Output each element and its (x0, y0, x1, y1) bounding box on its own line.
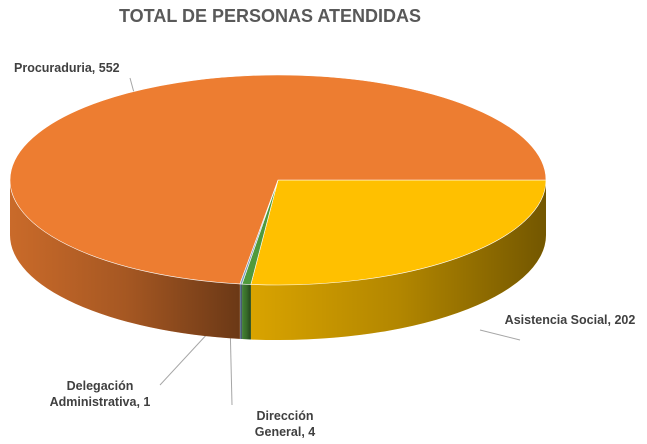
data-label: Dirección General, 4 (235, 408, 335, 440)
chart-title: TOTAL DE PERSONAS ATENDIDAS (118, 6, 422, 26)
label-category: Asistencia Social, (504, 313, 611, 327)
data-label: Delegación Administrativa, 1 (40, 378, 160, 410)
label-value: 552 (98, 61, 120, 75)
slice-side-shade (239, 283, 243, 340)
leader-line (479, 329, 521, 341)
label-category: Dirección General, (254, 409, 314, 439)
slice-side-shade (242, 284, 251, 340)
data-label: Asistencia Social, 202 (500, 312, 640, 328)
slice (250, 179, 547, 286)
slice-side-shade (10, 180, 240, 339)
data-label: Procuraduria, 552 (14, 60, 214, 76)
label-value: 1 (143, 395, 151, 409)
label-value: 4 (308, 425, 316, 439)
slice (9, 74, 547, 285)
label-value: 202 (614, 313, 636, 327)
slice-side-shade (250, 180, 547, 340)
label-category: Procuraduria, (14, 61, 96, 75)
label-category: Delegación Administrativa, (49, 379, 140, 409)
